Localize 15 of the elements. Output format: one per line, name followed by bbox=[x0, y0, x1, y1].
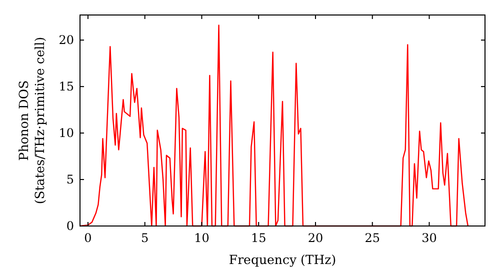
y-tick-label: 20 bbox=[58, 33, 74, 48]
x-tick-label: 10 bbox=[194, 231, 210, 245]
y-axis-title: Phonon DOS (States/THz·primitive cell) bbox=[16, 36, 47, 204]
y-tick-label: 0 bbox=[66, 219, 74, 233]
y-tick-label: 10 bbox=[58, 126, 74, 140]
line-series bbox=[79, 24, 469, 227]
x-tick-label: 20 bbox=[308, 231, 324, 245]
x-tick-label: 25 bbox=[364, 231, 380, 245]
y-tick-label: 5 bbox=[66, 172, 74, 187]
y-tick-label: 15 bbox=[58, 80, 74, 94]
x-axis-title: Frequency (THz) bbox=[228, 252, 336, 267]
x-tick-label: 0 bbox=[84, 231, 92, 245]
x-tick-label: 30 bbox=[422, 231, 437, 245]
x-tick-label: 5 bbox=[141, 231, 149, 245]
x-tick-label: 15 bbox=[250, 231, 266, 245]
